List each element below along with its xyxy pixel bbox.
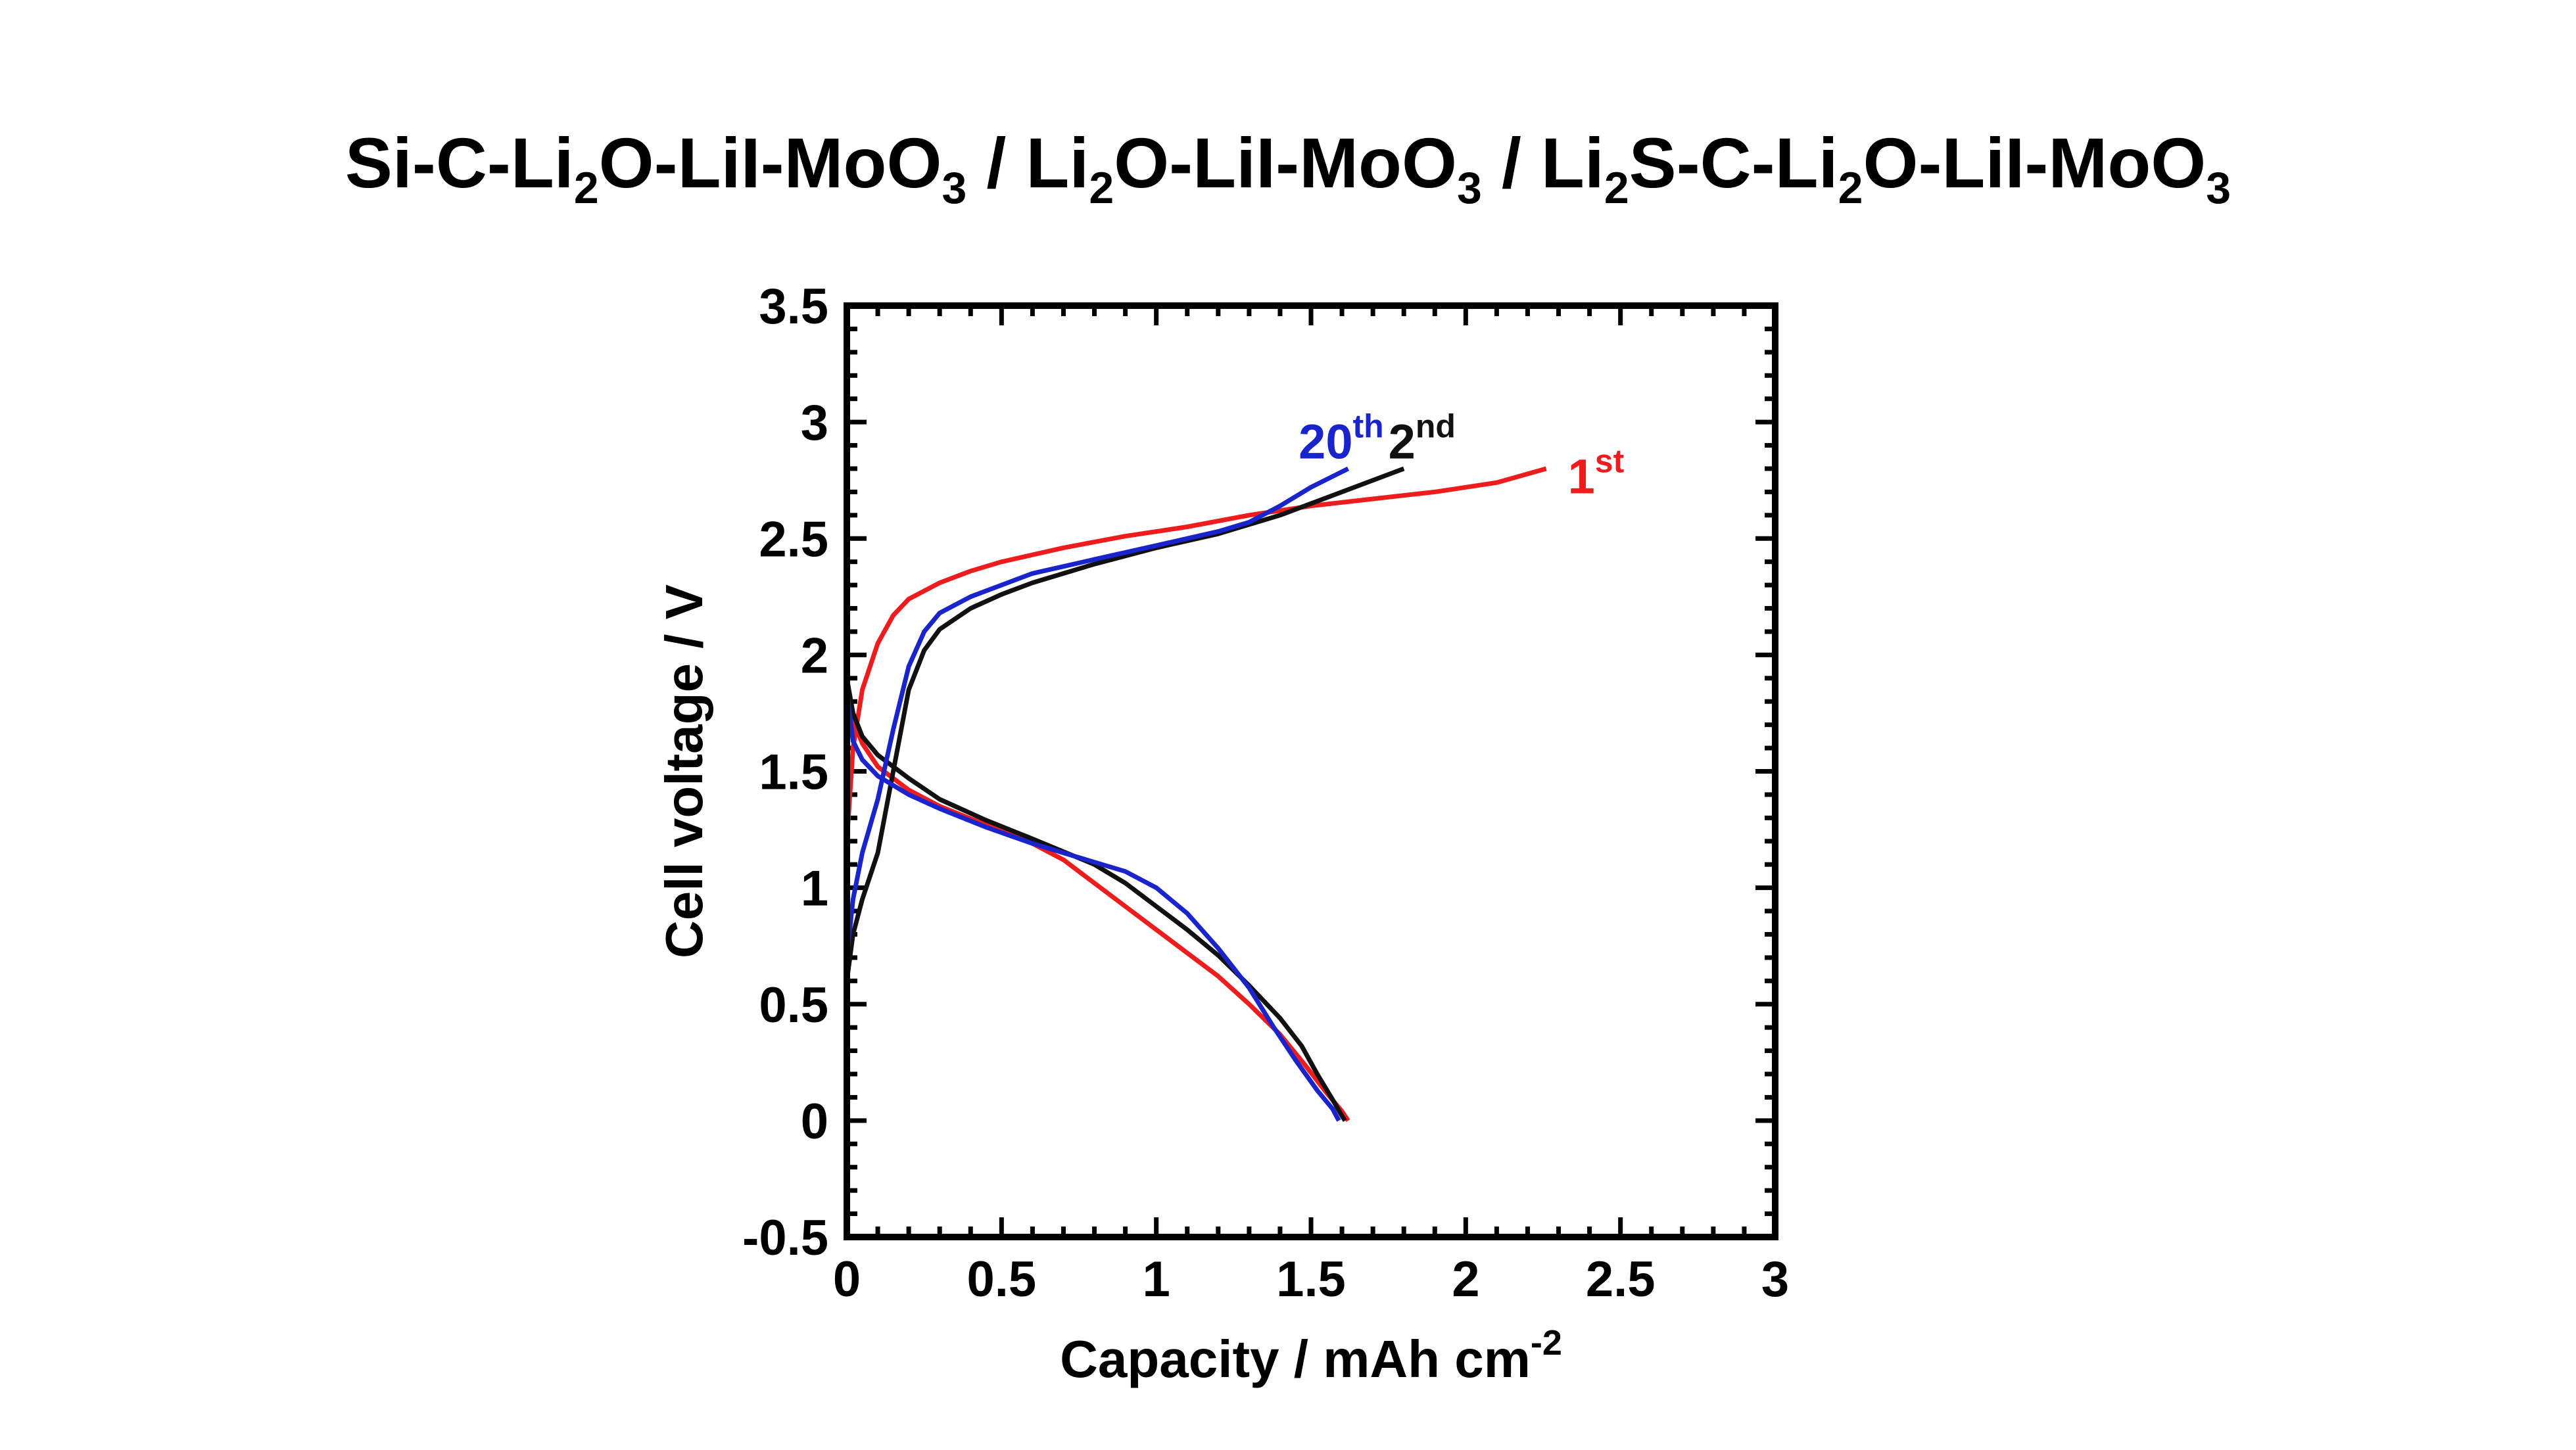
x-tick-label: 0.5 bbox=[967, 1251, 1037, 1307]
y-tick-label: 1 bbox=[801, 861, 828, 917]
y-tick-label: 2.5 bbox=[759, 511, 828, 567]
annotation-label: 1st bbox=[1568, 443, 1625, 504]
title-part: / Li bbox=[1481, 123, 1604, 202]
title-part: 3 bbox=[942, 162, 967, 213]
annotation-sup: nd bbox=[1416, 408, 1456, 445]
annotation-main: 20 bbox=[1299, 415, 1352, 469]
series-20th-charge-line bbox=[844, 466, 1350, 958]
x-tick-label: 2 bbox=[1452, 1251, 1479, 1307]
y-tick-label: 1.5 bbox=[759, 745, 828, 801]
title-part: 2 bbox=[573, 162, 599, 213]
series-20th-discharge-line bbox=[844, 690, 1341, 1122]
tick-labels: 0 0.5 1 1.5 2 2.5 3-0.500.511.522.533.5 bbox=[742, 279, 1789, 1307]
series-2nd-discharge-line bbox=[844, 678, 1347, 1122]
annotation-main: 1 bbox=[1568, 450, 1595, 504]
y-axis-label: Cell voltage / V bbox=[655, 584, 713, 958]
x-tick-label: 1 bbox=[1143, 1251, 1170, 1307]
series-annotations: 20th 2nd 1st bbox=[1299, 408, 1624, 504]
annotation-main: 2 bbox=[1389, 415, 1416, 469]
y-tick-label: 0 bbox=[801, 1094, 828, 1150]
series-1st-charge-line bbox=[844, 466, 1547, 842]
series-lines bbox=[844, 466, 1547, 1122]
x-axis-label-text: Capacity / mAh cm bbox=[1060, 1330, 1531, 1388]
x-tick-label: 2.5 bbox=[1586, 1251, 1656, 1307]
x-tick-label: 0 bbox=[833, 1251, 861, 1307]
title-part: O-LiI-MoO bbox=[598, 123, 942, 202]
annotation-label: 2nd bbox=[1389, 408, 1456, 469]
title-part: 2 bbox=[1838, 162, 1863, 213]
chart-title: Si-C-Li2O-LiI-MoO3 / Li2O-LiI-MoO3 / Li2… bbox=[0, 122, 2576, 214]
y-tick-label: 3 bbox=[801, 395, 828, 451]
title-part: O-LiI-MoO bbox=[1114, 123, 1458, 202]
annotation-label: 20th bbox=[1299, 408, 1384, 469]
y-tick-label: 0.5 bbox=[759, 977, 828, 1033]
title-part: / Li bbox=[966, 123, 1089, 202]
x-tick-label: 3 bbox=[1761, 1251, 1789, 1307]
y-tick-label: -0.5 bbox=[742, 1210, 828, 1266]
series-1st-discharge-line bbox=[844, 689, 1350, 1122]
y-tick-label: 2 bbox=[801, 628, 828, 684]
annotation-sup: th bbox=[1352, 408, 1383, 445]
title-part: S-C-Li bbox=[1629, 123, 1838, 202]
title-part: 2 bbox=[1604, 162, 1629, 213]
plot-frame bbox=[844, 302, 1778, 1240]
x-tick-label: 1.5 bbox=[1276, 1251, 1346, 1307]
y-tick-label: 3.5 bbox=[759, 279, 828, 335]
annotation-sup: st bbox=[1595, 443, 1625, 480]
title-part: O-LiI-MoO bbox=[1863, 123, 2206, 202]
x-axis-label-sup: -2 bbox=[1531, 1323, 1562, 1363]
title-part: 3 bbox=[1457, 162, 1482, 213]
title-part: 2 bbox=[1089, 162, 1114, 213]
title-part: 3 bbox=[2206, 162, 2231, 213]
x-axis-label: Capacity / mAh cm-2 bbox=[1060, 1323, 1562, 1388]
title-part: Si-C-Li bbox=[345, 123, 574, 202]
